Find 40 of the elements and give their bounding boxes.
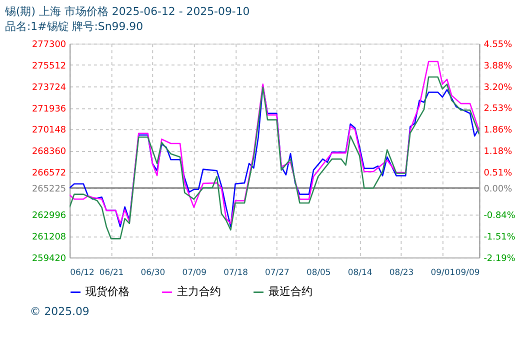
x-tick-label: 09/09 [455, 266, 480, 277]
chart-subtitle: 品名:1#锡锭 牌号:Sn99.90 [4, 20, 144, 33]
legend-label: 主力合约 [176, 285, 221, 298]
y-tick-label: 265225 [32, 184, 66, 195]
y2-tick-label: -0.84% [484, 211, 516, 222]
y-tick-label: 262996 [32, 211, 66, 222]
y-tick-label: 270148 [32, 126, 66, 136]
y2-tick-label: 0.51% [484, 168, 512, 178]
y2-tick-label: 3.20% [484, 82, 512, 93]
y2-tick-label: 1.86% [484, 125, 512, 136]
y-tick-label: 268360 [32, 147, 66, 158]
y-tick-label: 275512 [32, 62, 66, 72]
legend-label: 现货价格 [86, 285, 130, 298]
x-tick-label: 07/18 [224, 266, 248, 277]
line-series [70, 60, 480, 224]
x-tick-label: 07/27 [265, 266, 290, 277]
x-tick-label: 06/30 [140, 266, 166, 277]
y-tick-label: 273724 [32, 82, 66, 93]
text: © 2025.09 [30, 305, 90, 318]
y-tick-label: 259420 [32, 254, 66, 264]
y2-tick-label: -1.51% [484, 232, 516, 242]
x-tick-label: 06/21 [99, 266, 124, 277]
y2-tick-label: 2.53% [484, 104, 512, 114]
x-tick-label: 06/12 [70, 266, 94, 277]
chart-title: 锡(期) 上海 市场价格 2025-06-12 - 2025-09-10 [4, 4, 250, 18]
x-tick-label: 08/14 [348, 266, 372, 277]
x-tick-label: 08/23 [389, 266, 414, 277]
y2-tick-label: 4.55% [484, 40, 512, 50]
y2-tick-label: -2.19% [484, 254, 516, 264]
y-tick-label: 266572 [32, 168, 66, 178]
y2-tick-label: 3.88% [484, 61, 512, 72]
y2-tick-label: 1.18% [484, 147, 512, 158]
x-tick-label: 08/05 [306, 266, 331, 277]
y2-tick-label: 0.00% [484, 184, 512, 194]
legend-label: 最近合约 [268, 285, 312, 298]
y-tick-label: 271936 [32, 104, 66, 114]
x-tick-label: 09/01 [430, 266, 456, 277]
x-tick-label: 07/09 [182, 266, 207, 277]
y-tick-label: 261208 [32, 232, 66, 243]
y-tick-label: 277300 [32, 40, 66, 50]
